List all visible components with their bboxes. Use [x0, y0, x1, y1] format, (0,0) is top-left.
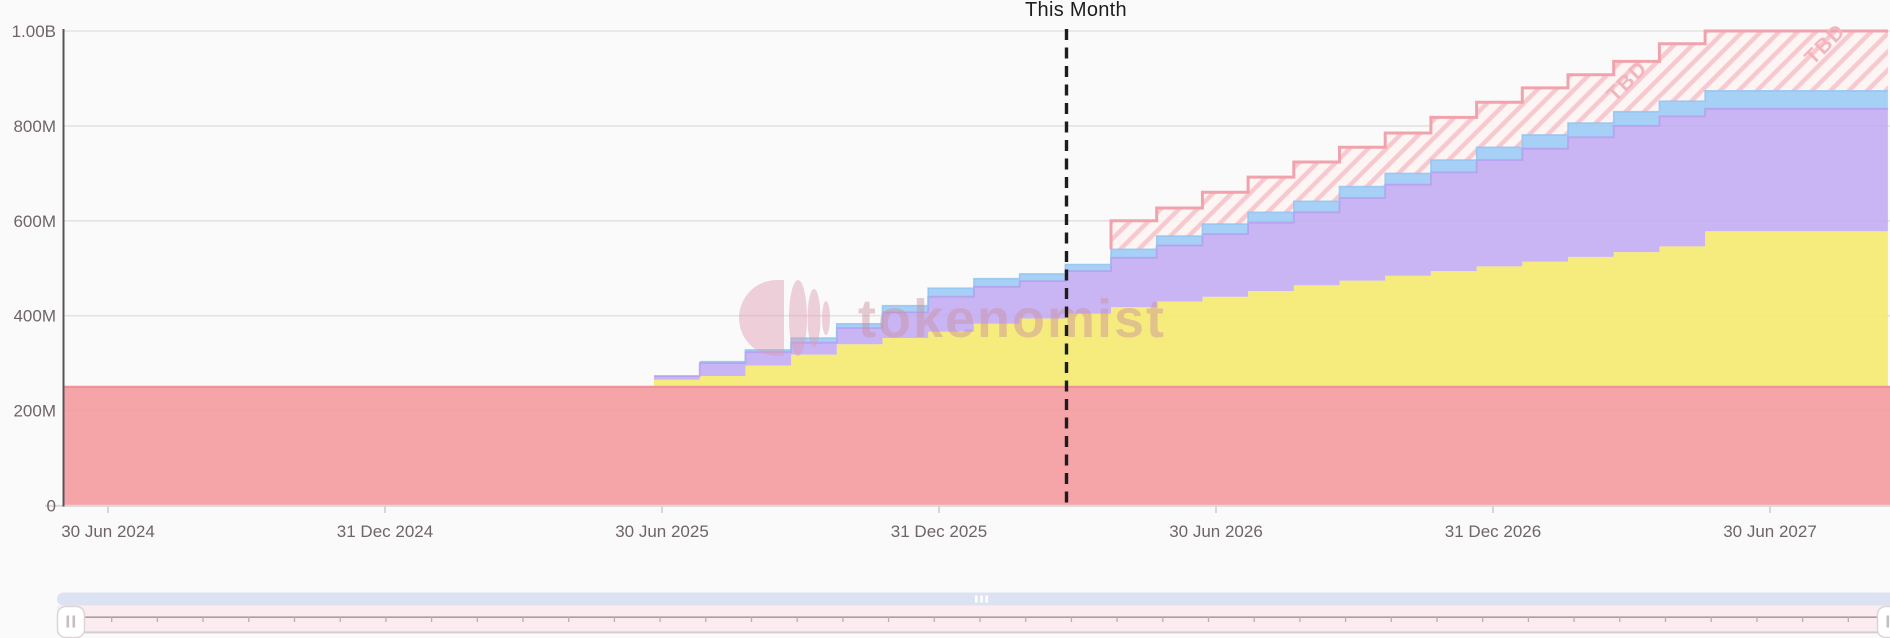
x-tick-label: 31 Dec 2026: [1445, 522, 1541, 541]
tokenomist-watermark: tokenomist: [739, 280, 1166, 356]
series-area-red: [64, 386, 1890, 506]
x-tick-label: 30 Jun 2027: [1723, 522, 1817, 541]
series-area-yellow: [654, 231, 1888, 387]
y-tick-label: 200M: [13, 402, 56, 421]
navigator-mini-chart[interactable]: [57, 605, 1890, 633]
x-tick-label: 31 Dec 2024: [337, 522, 433, 541]
y-tick-label: 1.00B: [12, 22, 56, 41]
this-month-label: This Month: [1025, 0, 1127, 21]
tokenomist-logo-icon: [739, 280, 830, 356]
y-tick-label: 0: [47, 497, 56, 516]
series-edge-blue: [699, 90, 1888, 363]
y-tick-label: 800M: [13, 117, 56, 136]
navigator-axis-ticks: [65, 617, 1849, 622]
drag-handle-icon: [1886, 615, 1890, 628]
y-tick-label: 600M: [13, 212, 56, 231]
series-area-tbd-hatch: [1111, 31, 1888, 250]
series-edge-purple: [654, 107, 1888, 377]
y-axis-labels: 1.00B 800M 600M 400M 200M 0: [12, 22, 56, 516]
x-axis-labels: 30 Jun 2024 31 Dec 2024 30 Jun 2025 31 D…: [61, 522, 1817, 541]
navigator-right-handle[interactable]: [1876, 605, 1890, 638]
y-tick-label: 400M: [13, 307, 56, 326]
series-areas: [64, 29, 1890, 506]
navigator-left-handle[interactable]: [56, 605, 86, 638]
series-area-purple: [654, 108, 1888, 380]
axes: [45, 29, 1890, 513]
chart-navigator: [56, 592, 1890, 638]
navigator-scrollbar-grip-icon[interactable]: [975, 595, 988, 603]
x-tick-label: 30 Jun 2026: [1169, 522, 1263, 541]
series-edge-tbd-border: [1109, 29, 1888, 250]
plot-hover-region[interactable]: [64, 29, 1890, 506]
watermark-text: tokenomist: [858, 289, 1166, 349]
navigator-scrollbar-track[interactable]: [57, 592, 1890, 606]
x-axis-ticks: [107, 506, 1771, 513]
drag-handle-icon: [66, 615, 76, 628]
x-tick-label: 30 Jun 2025: [615, 522, 709, 541]
x-tick-label: 31 Dec 2025: [891, 522, 987, 541]
x-tick-label: 30 Jun 2024: [61, 522, 155, 541]
